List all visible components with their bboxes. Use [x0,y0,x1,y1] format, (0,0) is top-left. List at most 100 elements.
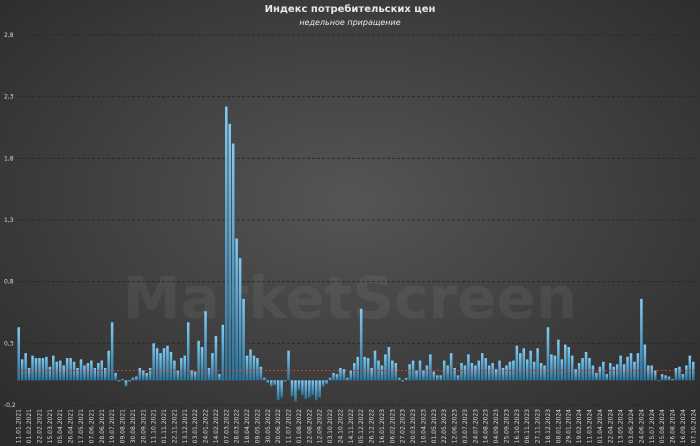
bar-shade [207,368,211,381]
bar-shade [574,369,577,381]
bar-shade [415,370,418,381]
bar-shade [557,339,560,381]
bar-shade [273,380,276,386]
x-tick-label: 01.11.2021 [161,409,168,444]
bar-shade [664,375,667,381]
bar-shade [660,374,664,381]
bar-shade [266,380,270,383]
bar-shade [283,380,287,382]
bar-shade [135,376,138,381]
bar-shade [550,354,553,381]
bar-shade [31,355,34,381]
bar-shade [519,353,522,381]
bar-shade [218,374,221,381]
bar-shade [103,368,107,381]
bar-shade [121,379,124,381]
bar-shade [349,370,353,381]
bar-shade [138,368,142,381]
bar-shade [211,353,214,381]
bar-shade [128,380,131,382]
bar-shade [259,366,263,381]
bar-shade [615,364,619,381]
bar-shade [525,359,529,381]
bar-shade [491,363,494,381]
bar-shade [72,361,76,381]
bar-shade [83,365,86,381]
bar-shade [48,366,52,381]
bar-shade [76,368,79,381]
y-tick-label: 0,3 [4,340,14,347]
bar-shade [532,361,536,381]
bar-shade [529,350,532,381]
bar-shade [114,372,117,381]
bar-shade [588,358,591,381]
x-tick-label: 13.05.2024 [618,409,625,444]
bar-shade [629,353,633,381]
x-tick-label: 20.03.2023 [410,409,417,444]
x-tick-label: 24.10.2022 [337,409,344,444]
bar-shade [584,351,588,381]
bar-shade [110,322,114,381]
bar-shade [221,324,225,381]
bar-shade [332,372,335,381]
x-tick-label: 22.02.2021 [36,409,43,444]
x-tick-label: 24.07.2023 [472,409,479,444]
bar-shade [636,353,640,381]
bar-shade [633,361,636,381]
bar-shade [86,363,90,381]
x-tick-label: 01.02.2021 [26,409,33,444]
bar-shade [117,380,121,382]
bar-shade [17,327,20,381]
bar-shade [681,374,685,381]
x-tick-label: 18.12.2023 [545,409,552,444]
bar-shade [249,349,252,381]
bar-shade [640,298,643,381]
bar-shade [131,377,135,381]
bar-shade [339,368,342,381]
bar-shade [183,355,187,381]
bar-shade [667,376,671,381]
bar-shade [200,347,204,381]
bar-shade [456,375,460,381]
bar-shade [238,258,242,381]
bar-shade [539,363,543,381]
bar-shade [460,363,463,381]
bar-shade [45,356,48,381]
bar-shade [363,356,366,381]
x-tick-label: 30.05.2022 [265,409,272,444]
bar-shade [308,380,311,398]
bar-shade [353,363,356,381]
y-tick-label: 1,8 [4,155,14,162]
bar-shade [228,123,231,381]
watermark: MarketScreen [123,264,577,332]
bar-shade [142,370,145,381]
bar-shade [449,353,453,381]
chart-subtitle: недельное приращение [299,18,400,27]
bar-shade [560,359,564,381]
x-tick-label: 22.11.2021 [171,409,178,444]
bar-shade [321,380,325,387]
bar-shade [619,355,622,381]
x-tick-label: 11.01.2021 [16,409,23,444]
y-tick-label: 0,8 [4,279,14,286]
x-tick-label: 06.11.2023 [524,409,531,444]
bar-shade [643,344,647,381]
bar-shade [391,360,394,381]
bar-shade [263,377,266,381]
bar-shade [536,348,539,381]
bar-shade [287,350,290,381]
bar-shade [505,365,508,381]
bar-shade [570,355,574,381]
x-tick-label: 03.07.2023 [462,409,469,444]
bar-shade [55,361,59,381]
bar-shade [650,365,654,381]
bar-shade [474,365,477,381]
x-tick-label: 15.03.2021 [47,409,54,444]
y-tick-label: 2,8 [4,32,14,39]
x-tick-label: 05.04.2021 [57,409,64,444]
x-tick-label: 22.05.2023 [441,409,448,444]
bar-shade [553,355,557,381]
bar-shade [270,380,273,387]
x-tick-label: 13.12.2021 [182,409,189,444]
x-tick-label: 01.04.2024 [597,409,604,444]
